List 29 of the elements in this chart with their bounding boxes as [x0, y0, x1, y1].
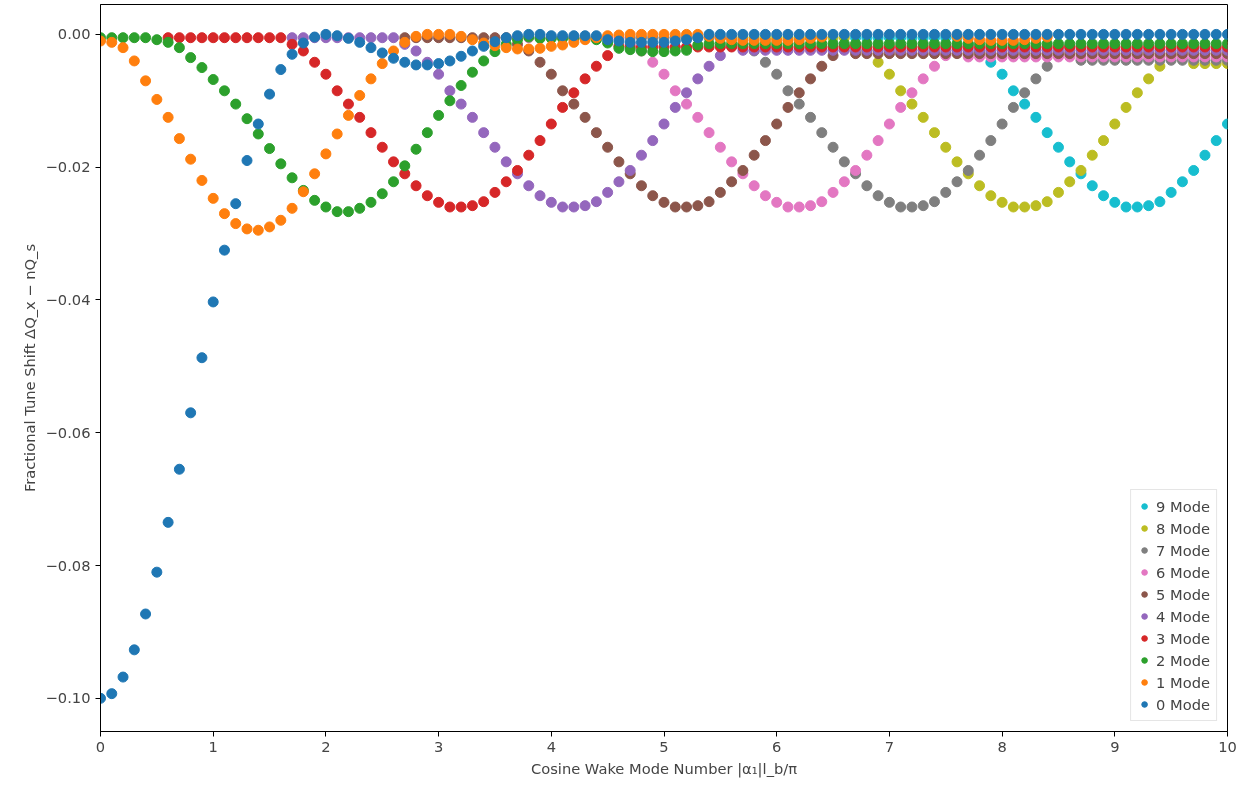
x-tick-label: 10 — [1218, 737, 1237, 755]
y-tick-label: −0.04 — [45, 290, 91, 308]
x-tick-label: 0 — [95, 737, 106, 755]
x-tick-label: 4 — [546, 737, 556, 755]
legend-label: 3 Mode — [1156, 629, 1210, 647]
x-tick-label: 6 — [772, 737, 782, 755]
legend-label: 2 Mode — [1156, 651, 1210, 669]
x-tick-label: 2 — [321, 737, 331, 755]
legend-label: 0 Mode — [1156, 695, 1210, 713]
x-tick-label: 3 — [433, 737, 444, 755]
x-tick-label: 5 — [659, 737, 669, 755]
legend-label: 1 Mode — [1156, 673, 1210, 691]
legend-label: 8 Mode — [1156, 519, 1210, 537]
x-axis-title: Cosine Wake Mode Number |α₁|l_b/π — [530, 759, 798, 778]
x-tick-label: 7 — [884, 737, 895, 755]
legend-label: 5 Mode — [1156, 585, 1210, 603]
y-tick-label: 0.00 — [57, 25, 91, 43]
x-tick-label: 9 — [1110, 737, 1120, 755]
x-tick-label: 1 — [208, 737, 218, 755]
legend-label: 4 Mode — [1156, 607, 1210, 625]
legend-label: 7 Mode — [1156, 541, 1210, 559]
y-tick-label: −0.08 — [45, 556, 91, 574]
x-tick-label: 8 — [997, 737, 1007, 755]
y-tick-label: −0.10 — [45, 689, 91, 707]
y-tick-label: −0.06 — [45, 423, 91, 441]
y-axis-title: Fractional Tune Shift ΔQ_x − nQ_s — [20, 243, 38, 493]
legend-label: 6 Mode — [1156, 563, 1210, 581]
legend-label: 9 Mode — [1156, 497, 1210, 515]
y-tick-label: −0.02 — [45, 158, 91, 176]
